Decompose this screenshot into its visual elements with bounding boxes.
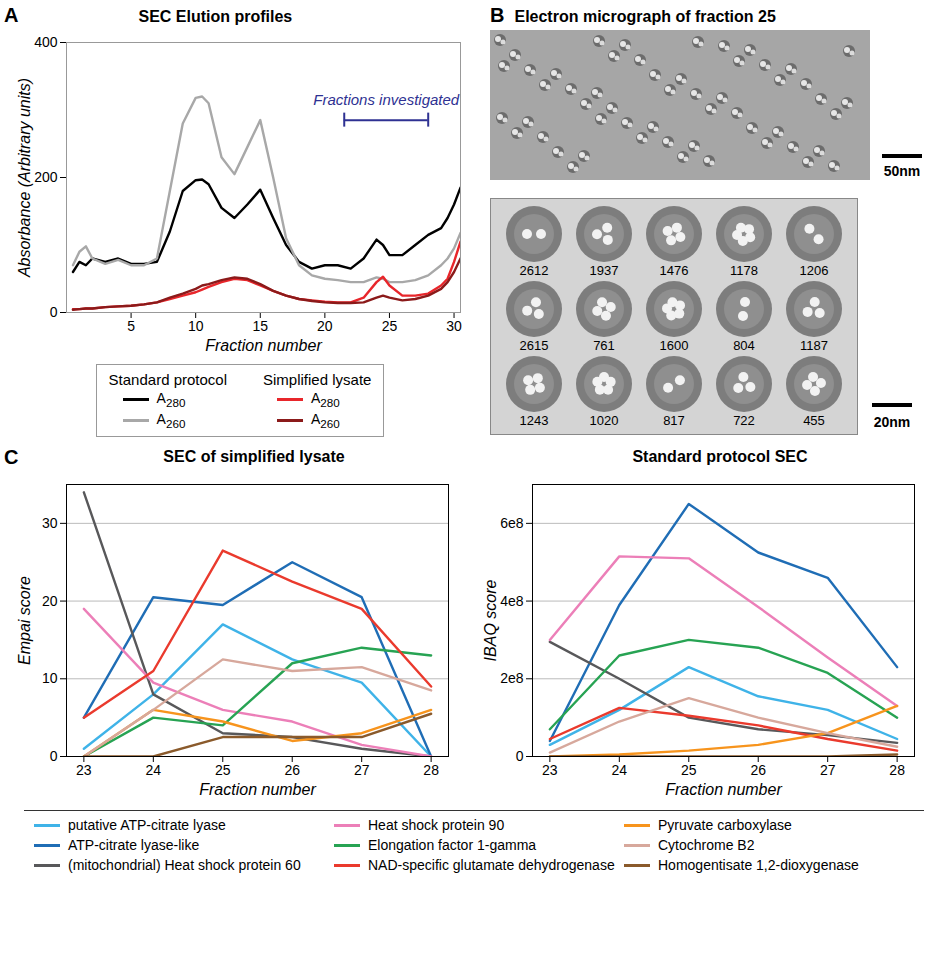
svg-text:23: 23 xyxy=(76,762,92,778)
svg-text:23: 23 xyxy=(542,762,558,778)
svg-text:25: 25 xyxy=(382,318,398,334)
html-text:A260: A260 xyxy=(156,410,186,430)
html-text:A: A xyxy=(4,4,19,26)
svg-text:20: 20 xyxy=(317,318,333,334)
svg-text:25: 25 xyxy=(215,762,231,778)
html-text:761: 761 xyxy=(593,338,615,353)
html-text:NAD-specific glutamate dehydro: NAD-specific glutamate dehydrogenase xyxy=(368,857,615,873)
svg-text:Empai score: Empai score xyxy=(16,576,33,665)
html-text:Simplified lysate: Simplified lysate xyxy=(263,371,372,388)
svg-text:25: 25 xyxy=(681,762,697,778)
html-text:1187: 1187 xyxy=(800,338,828,353)
svg-text:6e8: 6e8 xyxy=(500,515,524,531)
html-text:1937: 1937 xyxy=(589,263,619,278)
svg-text:26: 26 xyxy=(750,762,766,778)
html-text:Homogentisate 1,2-dioxygenase: Homogentisate 1,2-dioxygenase xyxy=(658,857,859,873)
html-text:Elongation factor 1-gamma: Elongation factor 1-gamma xyxy=(368,837,537,853)
svg-text:0: 0 xyxy=(50,304,58,320)
svg-text:30: 30 xyxy=(42,515,58,531)
html-text:(mitochondrial) Heat shock pro: (mitochondrial) Heat shock protein 60 xyxy=(68,857,301,873)
svg-text:IBAQ score: IBAQ score xyxy=(482,580,499,662)
svg-text:27: 27 xyxy=(820,762,836,778)
svg-text:50nm: 50nm xyxy=(884,163,921,179)
html-text:455: 455 xyxy=(803,413,825,428)
svg-text:30: 30 xyxy=(446,318,462,334)
svg-text:26: 26 xyxy=(284,762,300,778)
html-text:ATP-citrate lyase-like: ATP-citrate lyase-like xyxy=(68,837,200,853)
html-text:Pyruvate carboxylase: Pyruvate carboxylase xyxy=(658,817,792,833)
svg-text:Fraction number: Fraction number xyxy=(205,337,322,354)
html-text:Heat shock protein 90: Heat shock protein 90 xyxy=(368,817,505,833)
html-text:2612: 2612 xyxy=(519,263,549,278)
html-text:1020: 1020 xyxy=(589,413,619,428)
html-text:1243: 1243 xyxy=(519,413,549,428)
html-text:C: C xyxy=(4,446,19,468)
svg-text:400: 400 xyxy=(34,34,58,50)
html-text:1600: 1600 xyxy=(659,338,689,353)
html-text:Cytochrome B2: Cytochrome B2 xyxy=(658,837,755,853)
html-text:putative ATP-citrate lyase: putative ATP-citrate lyase xyxy=(68,817,226,833)
html-text:722: 722 xyxy=(733,413,755,428)
svg-text:24: 24 xyxy=(612,762,628,778)
html-text:804: 804 xyxy=(733,338,755,353)
html-text:SEC Elution profiles: SEC Elution profiles xyxy=(138,8,293,25)
html-text:B: B xyxy=(490,4,505,26)
svg-text:200: 200 xyxy=(34,169,58,185)
svg-text:2e8: 2e8 xyxy=(500,670,524,686)
svg-text:20: 20 xyxy=(42,593,58,609)
html-text:Electron micrograph of fractio: Electron micrograph of fraction 25 xyxy=(514,8,776,25)
html-text:Standard protocol: Standard protocol xyxy=(108,371,227,388)
svg-text:27: 27 xyxy=(354,762,370,778)
svg-text:10: 10 xyxy=(42,670,58,686)
svg-text:Fraction number: Fraction number xyxy=(199,781,316,798)
svg-text:Fraction number: Fraction number xyxy=(665,781,782,798)
svg-text:28: 28 xyxy=(889,762,905,778)
html-text:2615: 2615 xyxy=(519,338,549,353)
svg-text:24: 24 xyxy=(146,762,162,778)
html-text:1206: 1206 xyxy=(799,263,829,278)
html-text:1476: 1476 xyxy=(659,263,689,278)
svg-text:Absorbance (Arbitrary units): Absorbance (Arbitrary units) xyxy=(16,78,33,278)
svg-text:Fractions investigated: Fractions investigated xyxy=(313,91,460,108)
html-text:A280: A280 xyxy=(311,390,340,409)
html-text:1178: 1178 xyxy=(730,263,758,278)
html-text:817: 817 xyxy=(663,413,685,428)
html-text:SEC of simplified lysate: SEC of simplified lysate xyxy=(163,448,345,465)
html-text:Standard protocol SEC: Standard protocol SEC xyxy=(632,448,808,465)
html-text:A260: A260 xyxy=(311,410,340,430)
svg-text:5: 5 xyxy=(127,318,135,334)
html-text:A280: A280 xyxy=(156,390,186,409)
svg-text:28: 28 xyxy=(423,762,439,778)
svg-text:20nm: 20nm xyxy=(874,414,911,430)
svg-text:0: 0 xyxy=(50,748,58,764)
svg-text:0: 0 xyxy=(516,748,524,764)
svg-text:15: 15 xyxy=(252,318,268,334)
svg-text:10: 10 xyxy=(188,318,204,334)
svg-text:4e8: 4e8 xyxy=(500,593,524,609)
